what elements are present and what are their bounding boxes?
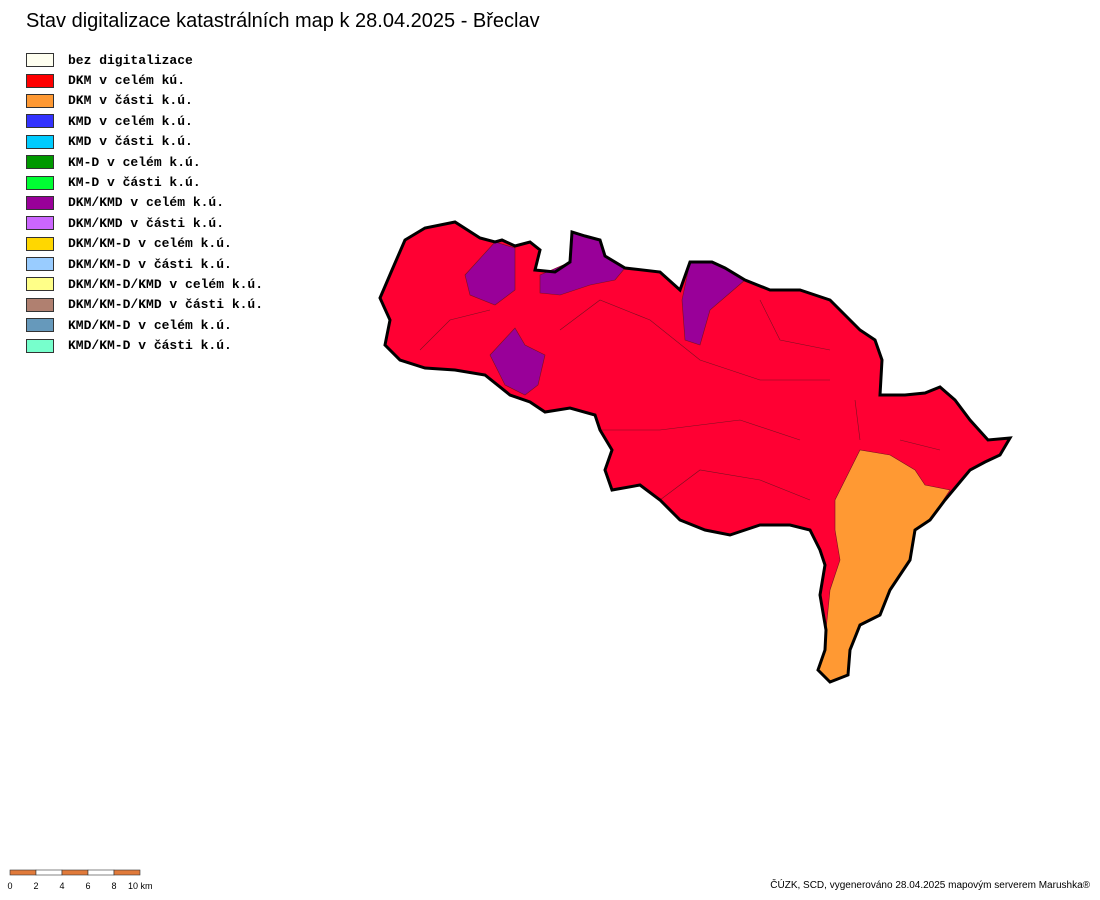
legend-swatch [26,155,54,170]
legend-label: DKM/KM-D/KMD v části k.ú. [68,297,264,313]
map-title: Stav digitalizace katastrálních map k 28… [26,10,540,32]
legend-label: DKM/KMD v celém k.ú. [68,195,225,211]
legend-swatch [26,195,54,210]
scale-label: 2 [33,881,39,891]
legend-swatch [26,175,54,190]
legend-item: DKM v celém kú. [26,70,263,90]
scale-label: 10 km [128,881,153,891]
legend-label: DKM/KMD v části k.ú. [68,215,225,231]
legend-swatch [26,73,54,88]
region-dkm-kmd [489,327,546,396]
legend-swatch [26,338,54,353]
scale-bar [9,869,141,876]
legend-label: KMD/KM-D v části k.ú. [68,338,232,354]
legend-label: DKM/KM-D v části k.ú. [68,256,232,272]
internal-borders [419,299,941,501]
legend-item: DKM/KM-D/KMD v celém k.ú. [26,274,263,294]
legend: bez digitalizace DKM v celém kú. DKM v čás… [26,50,263,356]
legend-item: KM-D v části k.ú. [26,172,263,192]
legend-swatch [26,297,54,312]
legend-swatch [26,93,54,108]
legend-label: DKM/KM-D v celém k.ú. [68,236,232,252]
legend-swatch [26,53,54,68]
legend-label: KM-D v části k.ú. [68,175,201,191]
legend-label: bez digitalizace [68,52,193,68]
scale-segment [61,869,89,876]
legend-swatch [26,134,54,149]
legend-item: DKM v části k.ú. [26,91,263,111]
district-outline [378,220,1013,684]
scale-segment [113,869,141,876]
legend-item: KMD v celém k.ú. [26,111,263,131]
scale-label: 4 [59,881,65,891]
scale-segment [35,869,63,876]
legend-item: DKM/KMD v celém k.ú. [26,193,263,213]
legend-swatch [26,216,54,231]
scale-segment [87,869,115,876]
legend-label: KM-D v celém k.ú. [68,154,201,170]
legend-label: KMD v části k.ú. [68,134,193,150]
legend-swatch [26,277,54,292]
regions [379,221,1011,683]
legend-label: DKM v části k.ú. [68,93,193,109]
scale-label: 6 [85,881,91,891]
legend-item: DKM/KMD v části k.ú. [26,213,263,233]
legend-item: DKM/KM-D v celém k.ú. [26,234,263,254]
scale-label: 0 [7,881,13,891]
legend-swatch [26,114,54,129]
legend-swatch [26,257,54,272]
legend-item: DKM/KM-D/KMD v části k.ú. [26,295,263,315]
legend-label: DKM v celém kú. [68,73,186,89]
legend-item: KMD/KM-D v části k.ú. [26,335,263,355]
legend-label: KMD v celém k.ú. [68,113,193,129]
legend-item: bez digitalizace [26,50,263,70]
legend-item: KMD/KM-D v celém k.ú. [26,315,263,335]
scale-segment [9,869,37,876]
legend-swatch [26,236,54,251]
scale-label: 8 [111,881,117,891]
legend-label: KMD/KM-D v celém k.ú. [68,317,232,333]
footer-credit: ČÚZK, SCD, vygenerováno 28.04.2025 mapov… [770,880,1090,891]
legend-swatch [26,318,54,333]
legend-item: KMD v části k.ú. [26,132,263,152]
legend-label: DKM/KM-D/KMD v celém k.ú. [68,276,264,292]
legend-item: KM-D v celém k.ú. [26,152,263,172]
legend-item: DKM/KM-D v části k.ú. [26,254,263,274]
